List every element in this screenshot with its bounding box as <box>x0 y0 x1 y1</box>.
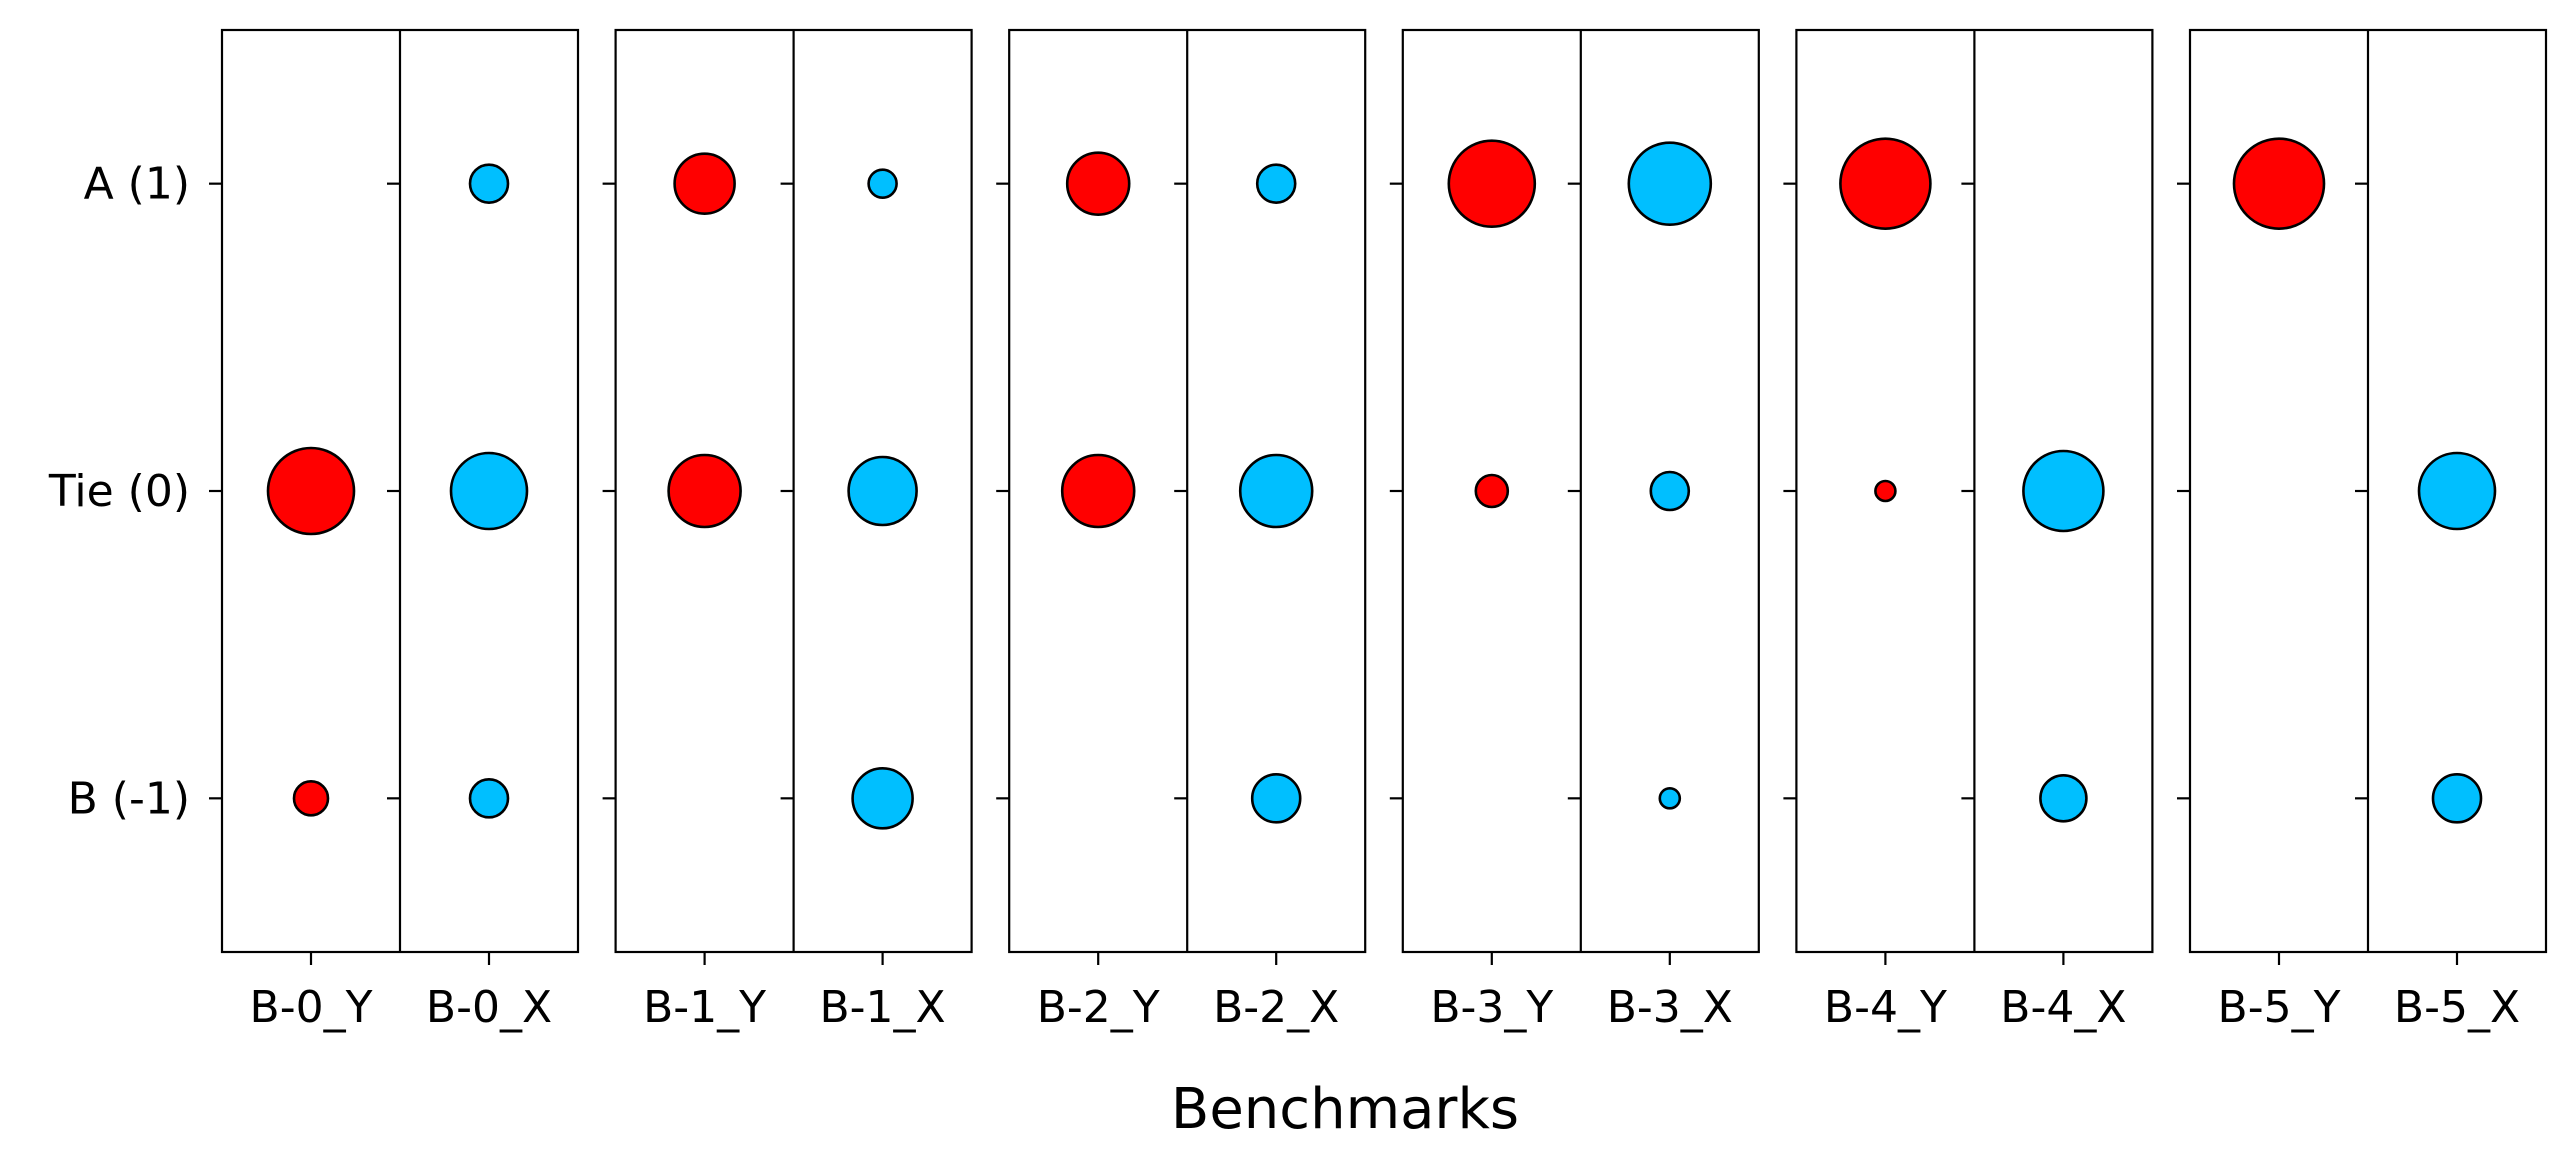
bubble-point <box>2417 451 2497 531</box>
benchmark-panel <box>996 28 1367 965</box>
x-tick-label: B-5_Y <box>2218 982 2341 1033</box>
x-tick-label: B-3_X <box>1607 982 1733 1033</box>
bubble-point <box>867 168 898 199</box>
x-axis-label: Benchmarks <box>1171 1077 1519 1142</box>
x-tick-label: B-2_Y <box>1037 982 1160 1033</box>
benchmark-panel <box>209 28 580 965</box>
bubble-point <box>1060 453 1136 529</box>
benchmark-panel <box>602 28 973 965</box>
bubble-point <box>1627 141 1713 226</box>
bubble-point <box>468 163 510 204</box>
x-tick-label: B-4_Y <box>1824 982 1947 1033</box>
panel-frame <box>1795 28 2154 954</box>
x-tick-label: B-1_X <box>819 982 945 1033</box>
y-tick-label: A (1) <box>84 159 190 210</box>
x-tick-label: B-0_Y <box>250 982 373 1033</box>
bubble-point <box>2022 449 2105 533</box>
bubble-point <box>673 152 736 215</box>
bubble-point <box>1649 470 1691 512</box>
x-axis-tick-labels: B-0_Y B-0_X B-1_Y B-1_X B-2_Y B-2_X B-3_Y B-3_X… <box>250 982 2521 1033</box>
bubble-point <box>266 446 356 536</box>
y-tick-label: B (-1) <box>68 773 190 824</box>
bubble-point <box>2039 774 2088 823</box>
bubble-point <box>667 453 742 529</box>
bubble-point <box>1839 137 1932 230</box>
x-tick-label: B-3_Y <box>1430 982 1553 1033</box>
panel-frame <box>2188 28 2548 954</box>
x-tick-label: B-0_X <box>426 982 552 1033</box>
x-tick-label: B-1_Y <box>643 982 766 1033</box>
x-tick-label: B-4_X <box>2000 982 2126 1033</box>
bubble-point <box>1474 473 1510 509</box>
y-tick-label: Tie (0) <box>48 466 190 517</box>
bubble-point <box>1658 787 1682 810</box>
benchmark-panel <box>1783 28 2154 965</box>
bubble-point <box>2431 773 2483 824</box>
panel-frame <box>1008 28 1367 954</box>
benchmark-panel <box>1389 28 1760 965</box>
bubble-point <box>851 767 914 830</box>
bubble-point <box>1238 453 1314 529</box>
bubble-point <box>292 780 330 817</box>
panel-frame <box>614 28 973 954</box>
bubble-point <box>1250 773 1302 824</box>
x-tick-label: B-5_X <box>2394 982 2520 1033</box>
bubble-point <box>2232 137 2326 230</box>
bubble-point <box>847 455 918 527</box>
x-tick-label: B-2_X <box>1213 982 1339 1033</box>
bubble-point <box>449 451 529 531</box>
bubble-point <box>1447 139 1537 228</box>
bubble-point <box>1065 151 1131 216</box>
panel-frame <box>1401 28 1760 954</box>
bubble-point <box>1874 479 1897 503</box>
bubble-point <box>1255 163 1297 204</box>
benchmark-panel <box>2177 28 2548 965</box>
bubble-point <box>468 778 510 819</box>
benchmark-panels <box>209 28 2548 965</box>
panel-frame <box>220 28 580 954</box>
y-axis-tick-labels: A (1) Tie (0) B (-1) <box>48 159 190 825</box>
